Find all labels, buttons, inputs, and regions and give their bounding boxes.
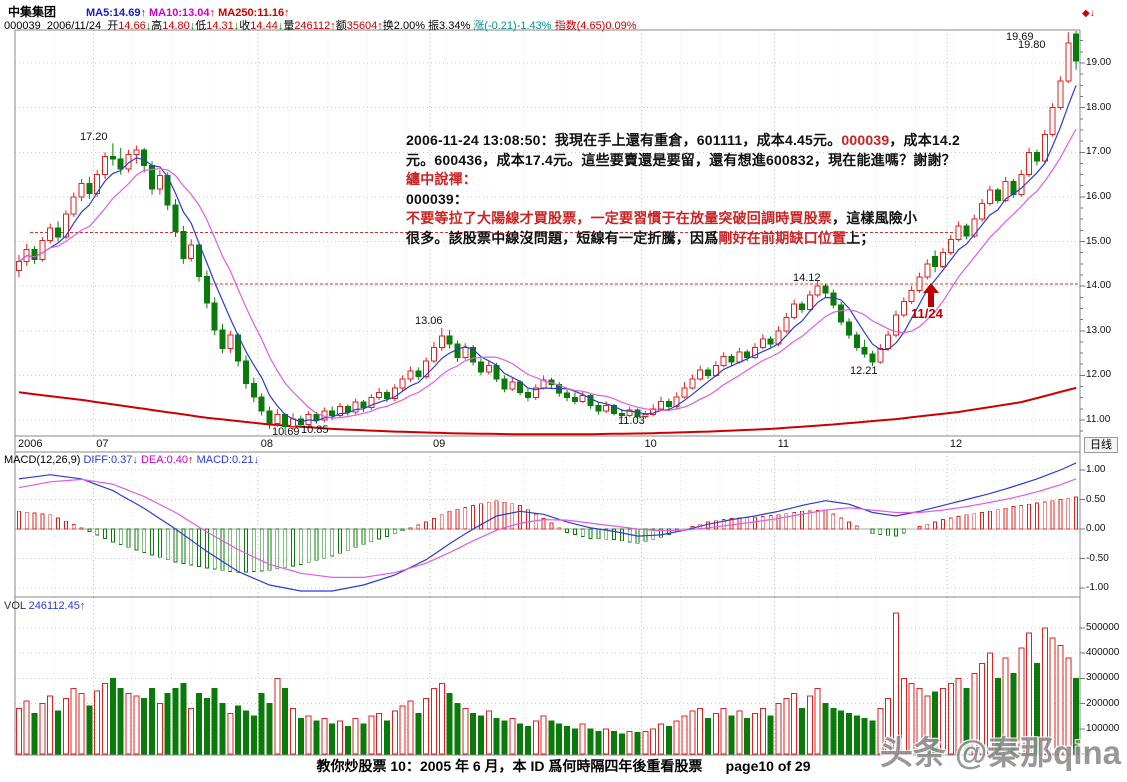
price-point-label: 14.12 <box>793 272 821 284</box>
annotation-line: 000039：不要等拉了大陽線才買股票，一定要習慣于在放量突破回調時買股票，這樣… <box>406 190 918 227</box>
price-point-label: 13.06 <box>415 315 443 327</box>
alert-icon[interactable]: ◆↓ <box>1082 8 1095 19</box>
page-footer-title: 教你炒股票 10：2005 年 6 月，本 ID 爲何時隔四年後重看股票 pag… <box>316 758 811 774</box>
price-point-label: 19.69 <box>1006 31 1034 43</box>
price-tick-label: 18.00 <box>1086 101 1112 113</box>
macd-tick-label: 0.50 <box>1086 493 1106 505</box>
price-point-label: 12.21 <box>850 365 878 377</box>
month-label: 09 <box>433 438 446 450</box>
annotation-line: 很多。該股票中線沒問題，短線有一定折騰，因爲剛好在前期缺口位置上； <box>406 229 875 246</box>
volume-tick-label: 0 <box>1086 748 1092 759</box>
price-point-label: 19.80 <box>1018 39 1046 51</box>
stock-name: 中集集团 <box>8 5 57 19</box>
macd-tick-label: 1.00 <box>1086 464 1106 475</box>
price-point-label: 17.20 <box>80 131 108 143</box>
volume-tick-label: 400000 <box>1086 647 1120 659</box>
volume-tick-label: 100000 <box>1086 722 1120 734</box>
price-tick-label: 17.00 <box>1086 146 1112 158</box>
header-line2-quote: 000039 2006/11/24 开14.66↓高14.80↓低14.31↓收… <box>4 20 637 32</box>
volume-tick-label: 200000 <box>1086 697 1120 709</box>
price-tick-label: 16.00 <box>1086 190 1112 202</box>
macd-tick-label: -1.00 <box>1086 582 1109 593</box>
month-label: 2006 <box>18 438 43 450</box>
volume-tick-label: 500000 <box>1086 622 1120 633</box>
ma-values: MA5:14.69↑ MA10:13.04↑ MA250:11.16↑ <box>86 7 290 19</box>
month-label: 07 <box>96 438 109 450</box>
header-line1: 中集集团 MA5:14.69↑ MA10:13.04↑ MA250:11.16↑ <box>8 3 290 20</box>
month-label: 10 <box>644 438 657 450</box>
macd-tick-label: 0.00 <box>1086 523 1106 534</box>
annotation-line: 元。600436，成本17.4元。這些要賣還是要留，還有想進600832，現在能… <box>406 151 956 168</box>
price-point-label: 10.85 <box>301 424 329 436</box>
annotation-block: 2006-11-24 13:08:50：我現在手上還有重倉，601111，成本4… <box>406 131 968 248</box>
volume-indicator-header: VOL 246112.45↑ <box>4 600 86 612</box>
annotation-line: 2006-11-24 13:08:50：我現在手上還有重倉，601111，成本4… <box>406 132 960 148</box>
price-tick-label: 11.00 <box>1086 414 1111 425</box>
month-label: 08 <box>260 438 273 450</box>
price-tick-label: 15.00 <box>1086 235 1112 247</box>
month-label: 12 <box>949 438 963 450</box>
macd-indicator-header: MACD(12,26,9) DIFF:0.37↓ DEA:0.40↑ MACD:… <box>4 454 259 466</box>
price-tick-label: 13.00 <box>1086 324 1112 336</box>
watermark: 头条 @秦那qina <box>879 734 1121 771</box>
price-tick-label: 19.00 <box>1086 57 1112 68</box>
price-tick-label: 12.00 <box>1086 369 1112 381</box>
volume-tick-label: 300000 <box>1086 672 1120 684</box>
price-point-label: 11.03 <box>618 415 645 427</box>
period-selector-daily[interactable]: 日线 <box>1084 437 1118 453</box>
annotation-line: 纏中說禪： <box>406 171 477 187</box>
month-label: 11 <box>777 438 790 450</box>
price-tick-label: 14.00 <box>1086 280 1112 292</box>
event-date-label: 11/24 <box>911 306 943 321</box>
price-point-label: 10.69 <box>272 426 300 438</box>
macd-tick-label: -0.50 <box>1086 552 1109 564</box>
